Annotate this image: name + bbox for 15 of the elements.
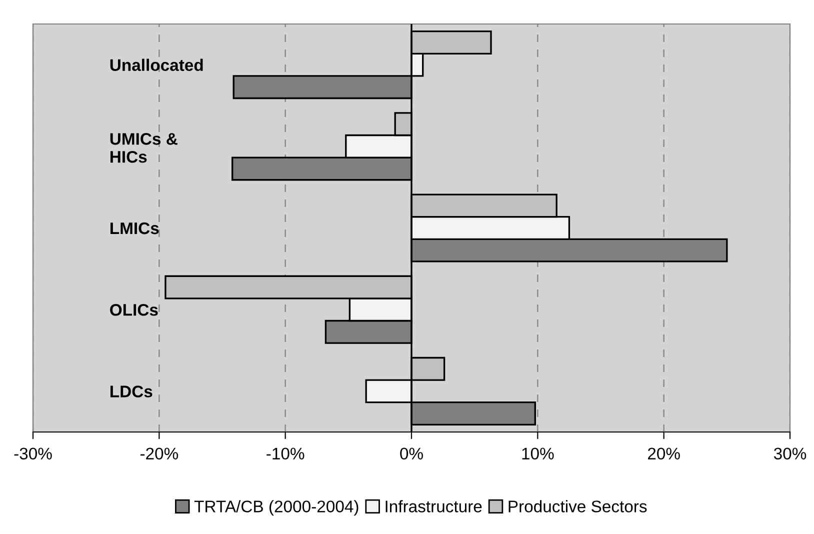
y-tick-label: LDCs bbox=[110, 386, 152, 398]
x-tick-label: 0% bbox=[400, 448, 423, 460]
y-tick-label: OLICs bbox=[110, 304, 158, 316]
legend-label: Productive Sectors bbox=[508, 500, 647, 512]
x-tick-label: -20% bbox=[140, 448, 178, 460]
x-tick-label: -30% bbox=[14, 448, 52, 460]
x-tick-label: 20% bbox=[648, 448, 680, 460]
legend-label: Infrastructure bbox=[386, 500, 482, 512]
y-tick-label: Unallocated bbox=[110, 58, 203, 72]
y-tick-label: UMICs & HICs bbox=[110, 133, 178, 163]
x-tick-label: 10% bbox=[522, 448, 554, 460]
y-tick-label: LMICs bbox=[110, 222, 159, 234]
legend-label: TRTA/CB (2000-2004) bbox=[194, 500, 358, 516]
x-tick-label: 30% bbox=[774, 448, 806, 460]
x-tick-label: -10% bbox=[266, 448, 304, 460]
